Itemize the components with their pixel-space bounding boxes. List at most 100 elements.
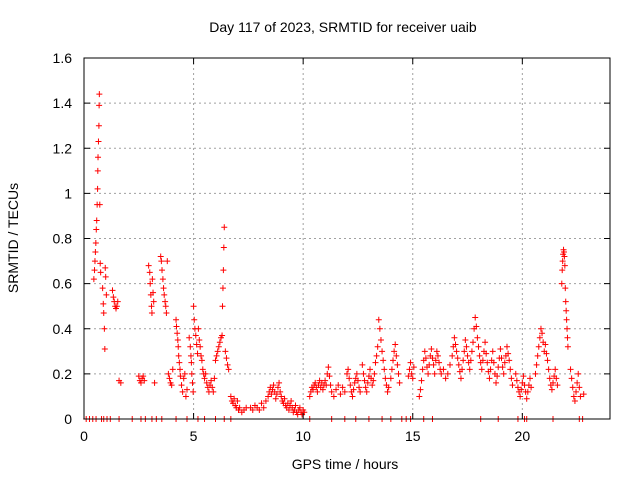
data-point xyxy=(576,384,583,391)
data-point xyxy=(452,341,459,348)
data-point xyxy=(377,337,384,344)
data-point xyxy=(151,379,158,386)
data-point xyxy=(258,400,265,407)
data-point xyxy=(92,249,99,256)
data-point xyxy=(189,379,196,386)
data-point xyxy=(561,262,568,269)
data-point xyxy=(96,201,103,208)
axis-layer: 0 5 10 15 20 0 0.2 0.4 0.6 0.8 1 1.2 1.4 1.6 xyxy=(53,50,610,444)
x-axis-label: GPS time / hours xyxy=(292,456,399,472)
data-point xyxy=(165,370,172,377)
data-point xyxy=(150,298,157,305)
data-point xyxy=(364,379,371,386)
data-point xyxy=(382,375,389,382)
data-point xyxy=(148,303,155,310)
data-point xyxy=(268,391,275,398)
data-point xyxy=(394,361,401,368)
data-point xyxy=(499,364,506,371)
data-point xyxy=(234,397,241,404)
data-point xyxy=(533,361,540,368)
data-point xyxy=(559,267,566,274)
data-point xyxy=(453,348,460,355)
data-point xyxy=(552,366,559,373)
data-point xyxy=(95,138,102,145)
data-point xyxy=(147,280,154,287)
data-point xyxy=(570,393,577,400)
data-point xyxy=(370,377,377,384)
data-point xyxy=(333,386,340,393)
data-point xyxy=(145,262,152,269)
data-point xyxy=(505,350,512,357)
data-point xyxy=(371,370,378,377)
grid-layer xyxy=(84,58,610,419)
data-point xyxy=(249,406,256,413)
y-tick-label: 0 xyxy=(64,411,72,427)
data-point xyxy=(181,370,188,377)
data-point xyxy=(523,395,530,402)
y-tick-label: 0.2 xyxy=(53,366,73,382)
data-point xyxy=(524,388,531,395)
data-point xyxy=(113,303,120,310)
data-point xyxy=(354,377,361,384)
x-tick-label: 10 xyxy=(295,428,311,444)
data-point xyxy=(260,404,267,411)
data-point xyxy=(375,316,382,323)
data-point xyxy=(310,386,317,393)
y-axis-label: SRMTID / TECUs xyxy=(5,183,21,293)
data-point xyxy=(497,346,504,353)
data-point xyxy=(544,357,551,364)
data-point xyxy=(220,267,227,274)
data-point xyxy=(212,357,219,364)
data-point xyxy=(90,276,97,283)
data-point xyxy=(451,334,458,341)
data-point xyxy=(198,352,205,359)
data-point xyxy=(273,391,280,398)
data-point xyxy=(97,269,104,276)
data-point xyxy=(262,397,269,404)
data-point xyxy=(216,339,223,346)
data-point xyxy=(428,346,435,353)
data-point xyxy=(180,375,187,382)
data-point xyxy=(545,366,552,373)
data-point xyxy=(102,273,109,280)
data-point xyxy=(101,325,108,332)
data-point xyxy=(341,388,348,395)
data-point xyxy=(554,382,561,389)
data-point xyxy=(223,355,230,362)
data-point xyxy=(95,154,102,161)
data-point xyxy=(542,341,549,348)
data-point xyxy=(174,330,181,337)
data-point xyxy=(186,334,193,341)
data-point xyxy=(393,352,400,359)
data-point xyxy=(462,337,469,344)
data-point xyxy=(162,298,169,305)
data-point xyxy=(563,307,570,314)
data-point xyxy=(312,379,319,386)
data-point xyxy=(221,224,228,231)
data-point xyxy=(220,244,227,251)
data-point xyxy=(407,359,414,366)
data-point xyxy=(391,348,398,355)
data-point xyxy=(330,393,337,400)
data-point xyxy=(345,366,352,373)
data-point xyxy=(117,379,124,386)
data-point xyxy=(96,102,103,109)
data-point xyxy=(292,402,299,409)
data-point xyxy=(363,388,370,395)
data-point xyxy=(539,330,546,337)
data-point xyxy=(478,366,485,373)
data-point xyxy=(270,382,277,389)
data-point xyxy=(388,366,395,373)
data-point xyxy=(288,397,295,404)
y-tick-label: 0.4 xyxy=(53,321,73,337)
data-point xyxy=(91,267,98,274)
data-point xyxy=(573,388,580,395)
data-point xyxy=(467,357,474,364)
data-point xyxy=(567,366,574,373)
data-point xyxy=(520,373,527,380)
data-point xyxy=(430,361,437,368)
data-point xyxy=(449,352,456,359)
data-point xyxy=(163,309,170,316)
data-point xyxy=(362,384,369,391)
